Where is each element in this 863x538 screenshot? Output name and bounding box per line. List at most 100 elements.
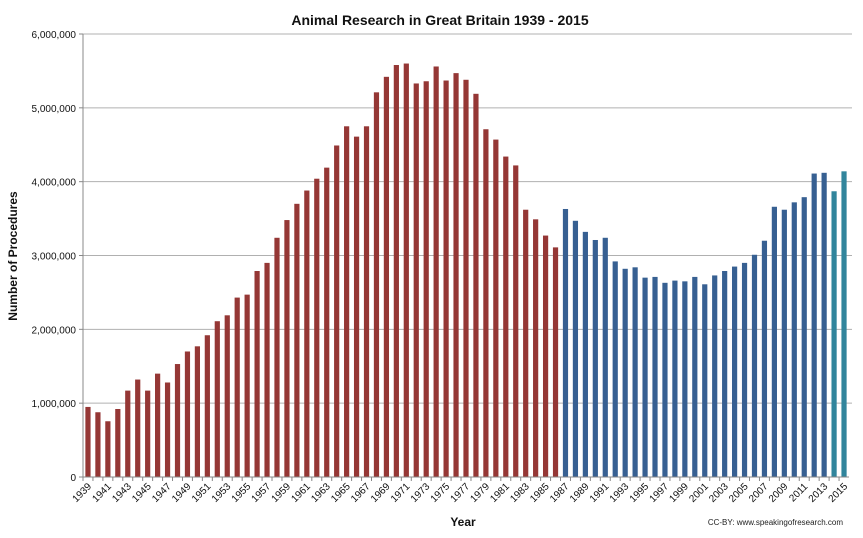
bar-1988 [572, 220, 579, 477]
bar-1971 [403, 63, 409, 478]
x-tick-label: 2003 [707, 481, 731, 505]
x-tick-label: 1963 [309, 481, 333, 505]
bar-1986 [552, 247, 559, 477]
bar-1953 [224, 315, 230, 477]
bars [85, 63, 847, 478]
bar-1997 [662, 282, 668, 477]
x-tick-label: 1997 [648, 481, 672, 505]
x-tick-label: 1971 [389, 481, 413, 505]
x-tick-label: 1939 [71, 481, 95, 505]
bar-1980 [493, 139, 499, 477]
bar-2000 [692, 276, 698, 477]
bar-1992 [612, 261, 618, 477]
x-tick-label: 1941 [90, 481, 114, 505]
x-tick-label: 1969 [369, 481, 393, 505]
bar-1940 [95, 412, 101, 477]
bar-1943 [125, 390, 131, 477]
bar-1996 [652, 276, 658, 477]
bar-1979 [483, 129, 489, 477]
y-tick-label: 0 [70, 473, 76, 484]
x-tick-label: 1991 [588, 481, 612, 505]
bar-1977 [463, 79, 469, 477]
x-tick-label: 1965 [329, 481, 353, 505]
x-tick-label: 1945 [130, 481, 154, 505]
bar-1995 [642, 277, 648, 477]
x-tick-label: 1977 [449, 481, 473, 505]
bar-1970 [393, 65, 399, 477]
x-tick-label: 1959 [270, 481, 294, 505]
bar-1956 [254, 271, 260, 477]
x-tick-label: 2011 [787, 481, 810, 504]
bar-2002 [712, 275, 718, 477]
bar-1985 [542, 235, 549, 477]
x-tick-label: 1961 [289, 481, 313, 505]
x-tick-label: 2013 [807, 481, 831, 505]
bar-1941 [105, 421, 111, 477]
bar-1951 [204, 335, 210, 477]
x-tick-label: 1983 [508, 481, 532, 505]
x-tick-label: 2007 [747, 481, 771, 505]
bar-1998 [672, 280, 678, 477]
bar-2011 [801, 197, 807, 477]
bar-1975 [443, 80, 449, 477]
bar-2005 [741, 262, 748, 477]
bar-2012 [811, 173, 817, 478]
x-tick-label: 2001 [687, 481, 711, 505]
bar-1949 [184, 351, 191, 477]
x-tick-label: 2009 [767, 481, 791, 505]
bar-1999 [682, 281, 688, 477]
bar-1967 [363, 126, 370, 478]
bar-1974 [433, 66, 439, 477]
bar-1950 [194, 346, 201, 477]
bar-1945 [145, 390, 151, 477]
bar-1978 [473, 93, 479, 478]
bar-1944 [135, 379, 141, 477]
bar-2010 [791, 202, 797, 477]
x-tick-label: 1979 [469, 481, 493, 505]
bar-2009 [781, 209, 787, 477]
bar-1959 [284, 220, 290, 477]
bar-2013 [821, 172, 827, 477]
bar-1982 [513, 165, 519, 477]
x-tick-label: 1943 [110, 481, 134, 505]
x-tick-label: 1957 [250, 481, 274, 505]
bar-2015 [841, 171, 847, 477]
bar-2007 [761, 240, 768, 477]
x-tick-label: 1973 [409, 481, 433, 505]
bar-1991 [602, 237, 608, 477]
x-tick-label: 1947 [150, 481, 174, 505]
bar-2001 [702, 284, 708, 477]
bar-1987 [562, 208, 569, 478]
bar-1962 [314, 178, 320, 478]
x-tick-label: 1975 [429, 481, 453, 505]
bar-1973 [423, 81, 429, 478]
y-axis-label: Number of Procedures [6, 191, 20, 321]
x-tick-label: 1955 [230, 481, 254, 505]
bar-1939 [85, 406, 91, 477]
x-tick-label: 2015 [827, 481, 851, 505]
bar-1964 [334, 145, 340, 477]
y-tick-label: 6,000,000 [32, 30, 77, 41]
x-tick-label: 1951 [190, 481, 214, 505]
bar-1942 [115, 408, 121, 477]
bar-1963 [324, 167, 330, 477]
footnote: CC-BY: www.speakingofresearch.com [708, 518, 844, 527]
bar-1965 [344, 126, 350, 478]
bar-1961 [304, 190, 310, 477]
y-tick-label: 5,000,000 [32, 104, 77, 115]
x-tick-label: 1985 [528, 481, 552, 505]
bar-1968 [373, 92, 380, 477]
bar-1993 [622, 268, 628, 477]
y-tick-label: 3,000,000 [32, 252, 77, 263]
chart-title: Animal Research in Great Britain 1939 - … [291, 12, 588, 28]
y-tick-label: 2,000,000 [32, 325, 77, 336]
bar-1958 [274, 237, 280, 477]
bar-1948 [174, 364, 181, 477]
bar-1972 [413, 83, 419, 478]
bar-2014 [831, 191, 837, 477]
x-tick-label: 1981 [488, 481, 512, 505]
x-tick-label: 1967 [349, 481, 373, 505]
x-tick-label: 1987 [548, 481, 572, 505]
bar-1994 [632, 267, 638, 477]
